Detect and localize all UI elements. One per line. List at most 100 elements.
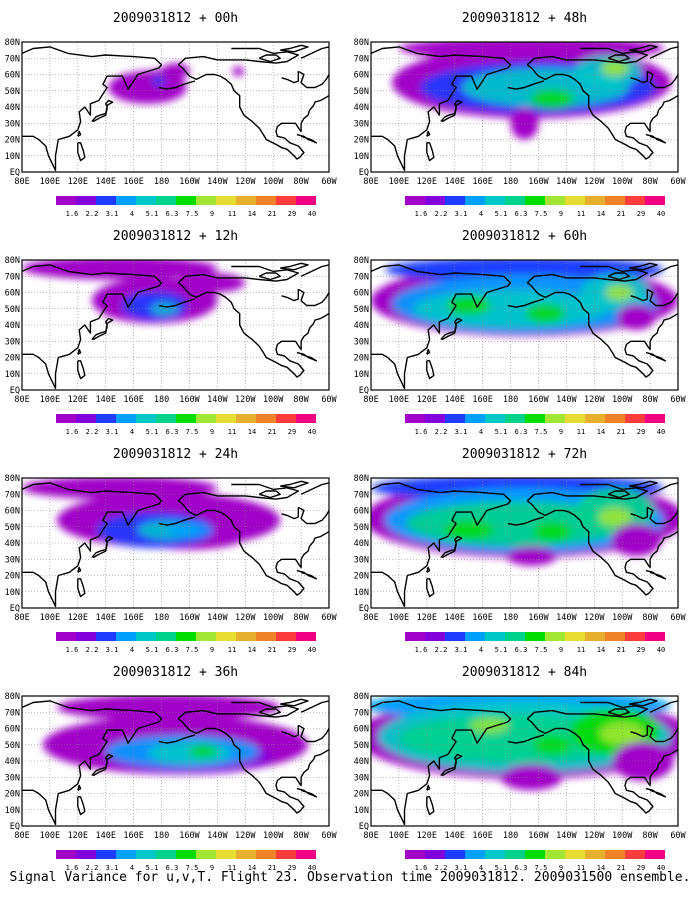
colorbar-label: 5.1 xyxy=(146,864,159,872)
coastlines xyxy=(22,698,329,826)
lat-tick-label: 80N xyxy=(5,474,20,484)
colorbar-swatch xyxy=(645,196,665,205)
variance-contour xyxy=(525,303,565,324)
lon-tick-label: 100W xyxy=(263,831,284,841)
colorbar-label: 21 xyxy=(268,428,276,436)
lon-tick-label: 160E xyxy=(123,177,143,187)
lon-tick-label: 80E xyxy=(14,395,29,405)
colorbar-swatch xyxy=(505,414,525,423)
lon-tick-label: 140W xyxy=(556,177,577,187)
colorbar-swatch xyxy=(96,850,116,859)
lat-tick-label: 40N xyxy=(5,103,20,113)
lat-tick-label: 20N xyxy=(5,790,20,800)
panel-title: 2009031812 + 72h xyxy=(462,447,587,462)
colorbar-swatch xyxy=(216,850,236,859)
lat-tick-label: EQ xyxy=(359,822,369,832)
lon-tick-label: 120W xyxy=(235,177,256,187)
lat-tick-label: 50N xyxy=(5,305,20,315)
colorbar-label: 7.5 xyxy=(535,210,548,218)
colorbar-swatch xyxy=(76,632,96,641)
colorbar-swatch xyxy=(485,414,505,423)
colorbar-label: 5.1 xyxy=(495,428,508,436)
lon-tick-label: 160W xyxy=(528,395,549,405)
lon-tick-label: 140W xyxy=(207,831,228,841)
colorbar-swatch xyxy=(156,632,176,641)
lat-tick-label: 30N xyxy=(354,773,369,783)
lon-tick-label: 160W xyxy=(528,613,549,623)
lon-tick-label: 80W xyxy=(293,613,309,623)
colorbar-swatch xyxy=(256,850,276,859)
lat-tick-label: 30N xyxy=(5,337,20,347)
colorbar-swatch xyxy=(485,632,505,641)
panel-title: 2009031812 + 24h xyxy=(113,447,238,462)
colorbar-swatch xyxy=(565,196,585,205)
colorbar-label: 1.6 xyxy=(66,864,79,872)
colorbar-label: 2.2 xyxy=(435,646,448,654)
lon-tick-label: 100E xyxy=(40,177,60,187)
lat-tick-label: 80N xyxy=(5,256,20,266)
lat-tick-label: 80N xyxy=(354,474,369,484)
colorbar: 1.6 2.2 3.1 4 5.1 6.3 7.5 9 11 14 21 29 40 xyxy=(56,414,316,436)
lon-tick-label: 140E xyxy=(95,395,115,405)
lon-tick-label: 140E xyxy=(444,613,464,623)
colorbar-label: 3.1 xyxy=(106,646,119,654)
colorbar-swatch xyxy=(196,850,216,859)
lon-tick-label: 160E xyxy=(123,613,143,623)
colorbar-label: 6.3 xyxy=(515,428,528,436)
colorbar-swatch xyxy=(296,414,316,423)
colorbar-swatch xyxy=(585,196,605,205)
lat-tick-label: EQ xyxy=(10,604,20,614)
colorbar-label: 7.5 xyxy=(535,864,548,872)
map-area xyxy=(371,260,678,390)
coastlines xyxy=(22,262,329,390)
lon-tick-label: 140W xyxy=(207,395,228,405)
colorbar-swatch xyxy=(276,196,296,205)
colorbar-swatch xyxy=(296,632,316,641)
colorbar-label: 1.6 xyxy=(66,428,79,436)
colorbar-label: 4 xyxy=(479,646,483,654)
lon-tick-label: 60W xyxy=(670,395,686,405)
lon-tick-label: 80E xyxy=(14,613,29,623)
lat-tick-label: 60N xyxy=(354,71,369,81)
lat-tick-label: 60N xyxy=(354,289,369,299)
colorbar-swatch xyxy=(236,196,256,205)
colorbar-swatch xyxy=(56,414,76,423)
lon-tick-label: 160W xyxy=(179,395,200,405)
lat-tick-label: 40N xyxy=(5,539,20,549)
colorbar-swatch xyxy=(256,196,276,205)
colorbar-swatch xyxy=(605,850,625,859)
lon-tick-label: 120E xyxy=(68,395,88,405)
colorbar-swatch xyxy=(116,196,136,205)
colorbar-swatch xyxy=(136,414,156,423)
lon-tick-label: 120W xyxy=(235,395,256,405)
lat-tick-label: 10N xyxy=(5,370,20,380)
lat-tick-label: 50N xyxy=(354,305,369,315)
lat-tick-label: 70N xyxy=(354,708,369,718)
lat-tick-label: 40N xyxy=(354,757,369,767)
colorbar-label: 11 xyxy=(228,428,236,436)
colorbar: 1.6 2.2 3.1 4 5.1 6.3 7.5 9 11 14 21 29 40 xyxy=(56,632,316,654)
lat-tick-label: 60N xyxy=(5,507,20,517)
colorbar-swatch xyxy=(485,196,505,205)
lat-tick-label: 10N xyxy=(354,152,369,162)
colorbar-swatch xyxy=(405,850,425,859)
colorbar-swatch xyxy=(585,414,605,423)
colorbar-swatch xyxy=(296,196,316,205)
gridlines xyxy=(22,478,329,608)
lat-tick-label: 10N xyxy=(354,588,369,598)
variance-contour xyxy=(151,76,166,86)
colorbar-label: 6.3 xyxy=(515,210,528,218)
lon-tick-label: 100W xyxy=(263,613,284,623)
colorbar-label: 29 xyxy=(637,864,645,872)
colorbar-swatch xyxy=(136,850,156,859)
colorbar-label: 5.1 xyxy=(146,646,159,654)
colorbar-swatch xyxy=(256,414,276,423)
lon-tick-label: 120E xyxy=(68,177,88,187)
colorbar-swatch xyxy=(236,414,256,423)
variance-contour xyxy=(532,735,572,755)
map-frame xyxy=(370,259,679,391)
lon-tick-label: 80W xyxy=(293,177,309,187)
lat-tick-label: EQ xyxy=(359,604,369,614)
variance-contour xyxy=(500,764,563,791)
colorbar: 1.6 2.2 3.1 4 5.1 6.3 7.5 9 11 14 21 29 40 xyxy=(405,196,665,218)
